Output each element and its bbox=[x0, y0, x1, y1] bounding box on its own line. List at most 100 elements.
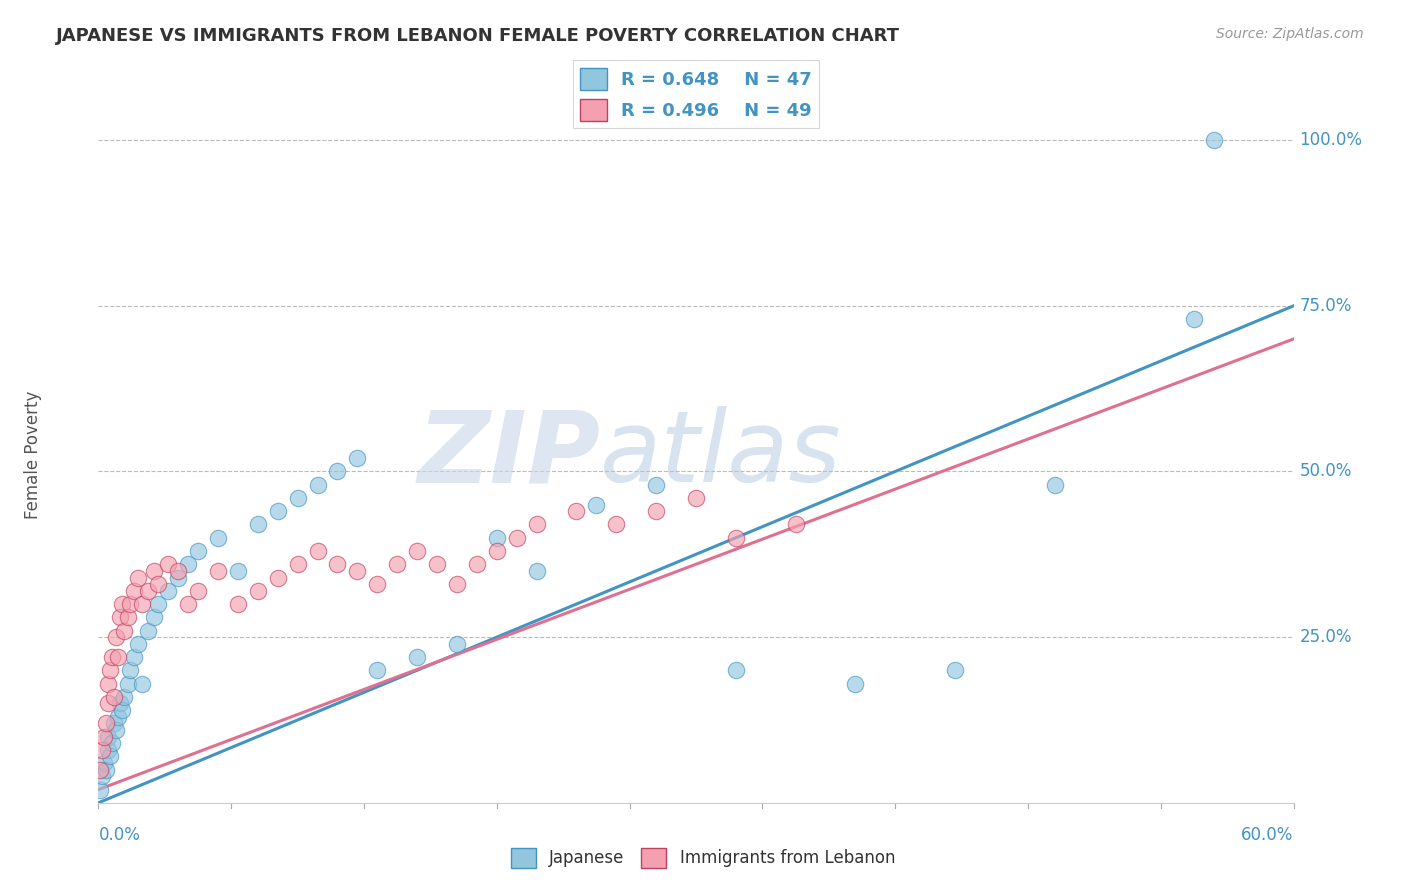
Point bbox=[267, 504, 290, 518]
Point bbox=[685, 491, 707, 505]
Point bbox=[89, 763, 111, 777]
Point bbox=[97, 730, 120, 744]
Point bbox=[1202, 133, 1225, 147]
Point bbox=[724, 663, 747, 677]
Point bbox=[91, 743, 114, 757]
Point bbox=[446, 637, 468, 651]
Point bbox=[844, 676, 866, 690]
Point bbox=[1182, 312, 1205, 326]
Point bbox=[110, 610, 132, 624]
Point bbox=[117, 676, 139, 690]
Point bbox=[117, 610, 139, 624]
Point bbox=[645, 504, 668, 518]
Point bbox=[485, 531, 508, 545]
Point bbox=[157, 558, 180, 572]
Point bbox=[526, 564, 548, 578]
Point bbox=[157, 583, 180, 598]
Point bbox=[148, 577, 170, 591]
Point bbox=[446, 577, 468, 591]
Point bbox=[485, 544, 508, 558]
Point bbox=[346, 451, 368, 466]
Point bbox=[526, 517, 548, 532]
Text: JAPANESE VS IMMIGRANTS FROM LEBANON FEMALE POVERTY CORRELATION CHART: JAPANESE VS IMMIGRANTS FROM LEBANON FEMA… bbox=[56, 27, 900, 45]
Point bbox=[105, 630, 128, 644]
Point bbox=[326, 558, 349, 572]
Text: Source: ZipAtlas.com: Source: ZipAtlas.com bbox=[1216, 27, 1364, 41]
Point bbox=[103, 716, 125, 731]
Point bbox=[107, 650, 129, 665]
Text: Female Poverty: Female Poverty bbox=[24, 391, 42, 519]
Point bbox=[465, 558, 488, 572]
Point bbox=[406, 544, 429, 558]
Text: 0.0%: 0.0% bbox=[98, 826, 141, 844]
Point bbox=[346, 564, 368, 578]
Point bbox=[131, 676, 153, 690]
Text: 50.0%: 50.0% bbox=[1299, 462, 1353, 481]
Point bbox=[326, 465, 349, 479]
Point bbox=[645, 477, 668, 491]
Point bbox=[124, 650, 146, 665]
Point bbox=[97, 697, 120, 711]
Point bbox=[267, 570, 290, 584]
Point bbox=[366, 663, 388, 677]
Point bbox=[246, 517, 269, 532]
Point bbox=[112, 624, 135, 638]
Point bbox=[97, 676, 120, 690]
Text: 60.0%: 60.0% bbox=[1241, 826, 1294, 844]
Point bbox=[143, 564, 166, 578]
Point bbox=[120, 597, 142, 611]
Point bbox=[287, 491, 309, 505]
Point bbox=[148, 597, 170, 611]
Point bbox=[943, 663, 966, 677]
Point bbox=[96, 763, 118, 777]
Point bbox=[307, 477, 329, 491]
Point bbox=[724, 531, 747, 545]
Point bbox=[785, 517, 807, 532]
Point bbox=[226, 597, 249, 611]
Point bbox=[93, 730, 115, 744]
Point bbox=[105, 723, 128, 737]
Point bbox=[167, 564, 190, 578]
Point bbox=[120, 663, 142, 677]
Point bbox=[110, 697, 132, 711]
Point bbox=[1043, 477, 1066, 491]
Point bbox=[111, 703, 134, 717]
Point bbox=[177, 597, 200, 611]
Point bbox=[187, 583, 209, 598]
Point bbox=[426, 558, 449, 572]
Point bbox=[107, 709, 129, 723]
Point bbox=[605, 517, 627, 532]
Point bbox=[98, 749, 122, 764]
Text: ZIP: ZIP bbox=[418, 407, 600, 503]
Point bbox=[91, 769, 114, 783]
Text: 100.0%: 100.0% bbox=[1299, 131, 1362, 149]
Point bbox=[167, 570, 190, 584]
Point bbox=[506, 531, 529, 545]
Point bbox=[385, 558, 409, 572]
Point bbox=[307, 544, 329, 558]
Point bbox=[287, 558, 309, 572]
Point bbox=[111, 597, 134, 611]
Point bbox=[98, 663, 122, 677]
Point bbox=[131, 597, 153, 611]
Point bbox=[136, 583, 159, 598]
Text: 75.0%: 75.0% bbox=[1299, 297, 1353, 315]
Legend: Japanese, Immigrants from Lebanon: Japanese, Immigrants from Lebanon bbox=[505, 841, 901, 875]
Point bbox=[97, 743, 120, 757]
Point bbox=[96, 716, 118, 731]
Point bbox=[246, 583, 269, 598]
Point bbox=[93, 756, 115, 770]
Point bbox=[112, 690, 135, 704]
Point bbox=[101, 650, 124, 665]
Point bbox=[366, 577, 388, 591]
Point bbox=[127, 570, 149, 584]
Point bbox=[177, 558, 200, 572]
Point bbox=[127, 637, 149, 651]
Point bbox=[101, 736, 124, 750]
Point bbox=[136, 624, 159, 638]
Point bbox=[103, 690, 125, 704]
Point bbox=[89, 782, 111, 797]
Point bbox=[187, 544, 209, 558]
Point bbox=[406, 650, 429, 665]
Point bbox=[565, 504, 588, 518]
